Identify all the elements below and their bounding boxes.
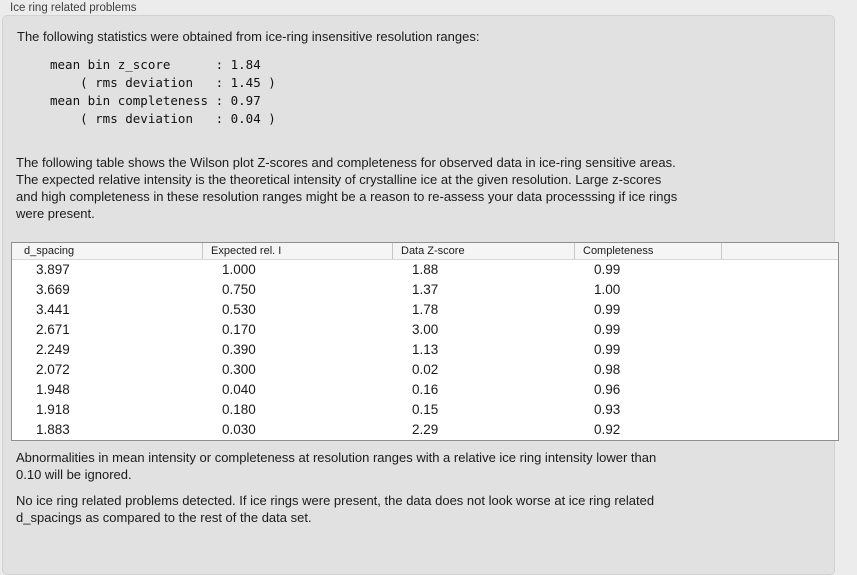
table-cell — [722, 300, 838, 320]
table-cell — [722, 400, 838, 420]
table-cell: 2.671 — [36, 322, 70, 337]
table-row[interactable]: 3.441 0.530 1.78 0.99 — [12, 300, 838, 320]
table-cell: 0.030 — [222, 422, 256, 437]
table-cell: 2.249 — [36, 342, 70, 357]
table-cell: 1.918 — [36, 402, 70, 417]
ice-ring-panel: The following statistics were obtained f… — [2, 15, 839, 575]
table-cell: 3.669 — [36, 282, 70, 297]
groupbox-title: Ice ring related problems — [10, 2, 137, 14]
table-body: 3.897 1.000 1.88 0.99 3.669 0.750 1.37 1.00 3.44… — [12, 260, 838, 440]
table-cell: 0.180 — [222, 402, 256, 417]
table-cell: 0.750 — [222, 282, 256, 297]
table-cell: 2.29 — [412, 422, 439, 437]
table-header-cell[interactable]: d_spacing — [12, 243, 203, 259]
table-cell: 2.072 — [36, 362, 70, 377]
table-cell: 3.441 — [36, 302, 70, 317]
table-header-cell[interactable] — [722, 243, 838, 259]
table-cell: 0.170 — [222, 322, 256, 337]
table-cell: 0.99 — [594, 302, 621, 317]
table-cell: 0.390 — [222, 342, 256, 357]
table-row[interactable]: 2.072 0.300 0.02 0.98 — [12, 360, 838, 380]
table-cell: 0.93 — [594, 402, 621, 417]
table-cell: 1.00 — [594, 282, 621, 297]
table-cell: 0.96 — [594, 382, 621, 397]
table-row[interactable]: 2.671 0.170 3.00 0.99 — [12, 320, 838, 340]
table-cell — [722, 280, 838, 300]
table-cell: 1.948 — [36, 382, 70, 397]
table-cell: 0.02 — [412, 362, 439, 377]
stats-values-block: mean bin z_score : 1.84 ( rms deviation … — [50, 57, 276, 126]
table-header-cell[interactable]: Expected rel. I — [203, 243, 393, 259]
table-cell: 0.99 — [594, 322, 621, 337]
table-cell: 0.92 — [594, 422, 621, 437]
table-cell: 1.88 — [412, 262, 439, 277]
table-row[interactable]: 2.249 0.390 1.13 0.99 — [12, 340, 838, 360]
table-cell: 1.78 — [412, 302, 439, 317]
table-cell — [722, 420, 838, 440]
table-description-text: The following table shows the Wilson plo… — [16, 155, 678, 221]
table-cell — [722, 340, 838, 360]
stats-intro-text: The following statistics were obtained f… — [17, 29, 480, 44]
conclusion-text: No ice ring related problems detected. I… — [16, 493, 655, 525]
table-cell: 3.897 — [36, 262, 70, 277]
table-cell: 1.883 — [36, 422, 70, 437]
ice-ring-table[interactable]: d_spacing Expected rel. I Data Z-score Comp… — [11, 242, 839, 441]
table-cell: 0.15 — [412, 402, 439, 417]
table-cell: 1.13 — [412, 342, 439, 357]
table-row[interactable]: 1.918 0.180 0.15 0.93 — [12, 400, 838, 420]
table-cell: 0.040 — [222, 382, 256, 397]
ignore-note-text: Abnormalities in mean intensity or compl… — [16, 450, 657, 482]
table-cell: 0.530 — [222, 302, 256, 317]
table-cell: 1.37 — [412, 282, 439, 297]
table-cell: 0.16 — [412, 382, 439, 397]
table-row[interactable]: 3.897 1.000 1.88 0.99 — [12, 260, 838, 280]
table-row[interactable]: 1.883 0.030 2.29 0.92 — [12, 420, 838, 440]
table-cell: 0.300 — [222, 362, 256, 377]
table-cell — [722, 320, 838, 340]
table-cell — [722, 360, 838, 380]
table-cell — [722, 380, 838, 400]
table-row[interactable]: 1.948 0.040 0.16 0.96 — [12, 380, 838, 400]
table-header-row: d_spacing Expected rel. I Data Z-score Comp… — [12, 243, 838, 260]
table-row[interactable]: 3.669 0.750 1.37 1.00 — [12, 280, 838, 300]
table-cell: 0.99 — [594, 262, 621, 277]
table-cell: 3.00 — [412, 322, 439, 337]
table-cell: 0.99 — [594, 342, 621, 357]
table-header-cell[interactable]: Data Z-score — [393, 243, 575, 259]
table-cell: 0.98 — [594, 362, 621, 377]
table-header-cell[interactable]: Completeness — [575, 243, 722, 259]
table-cell: 1.000 — [222, 262, 256, 277]
table-cell — [722, 260, 838, 280]
